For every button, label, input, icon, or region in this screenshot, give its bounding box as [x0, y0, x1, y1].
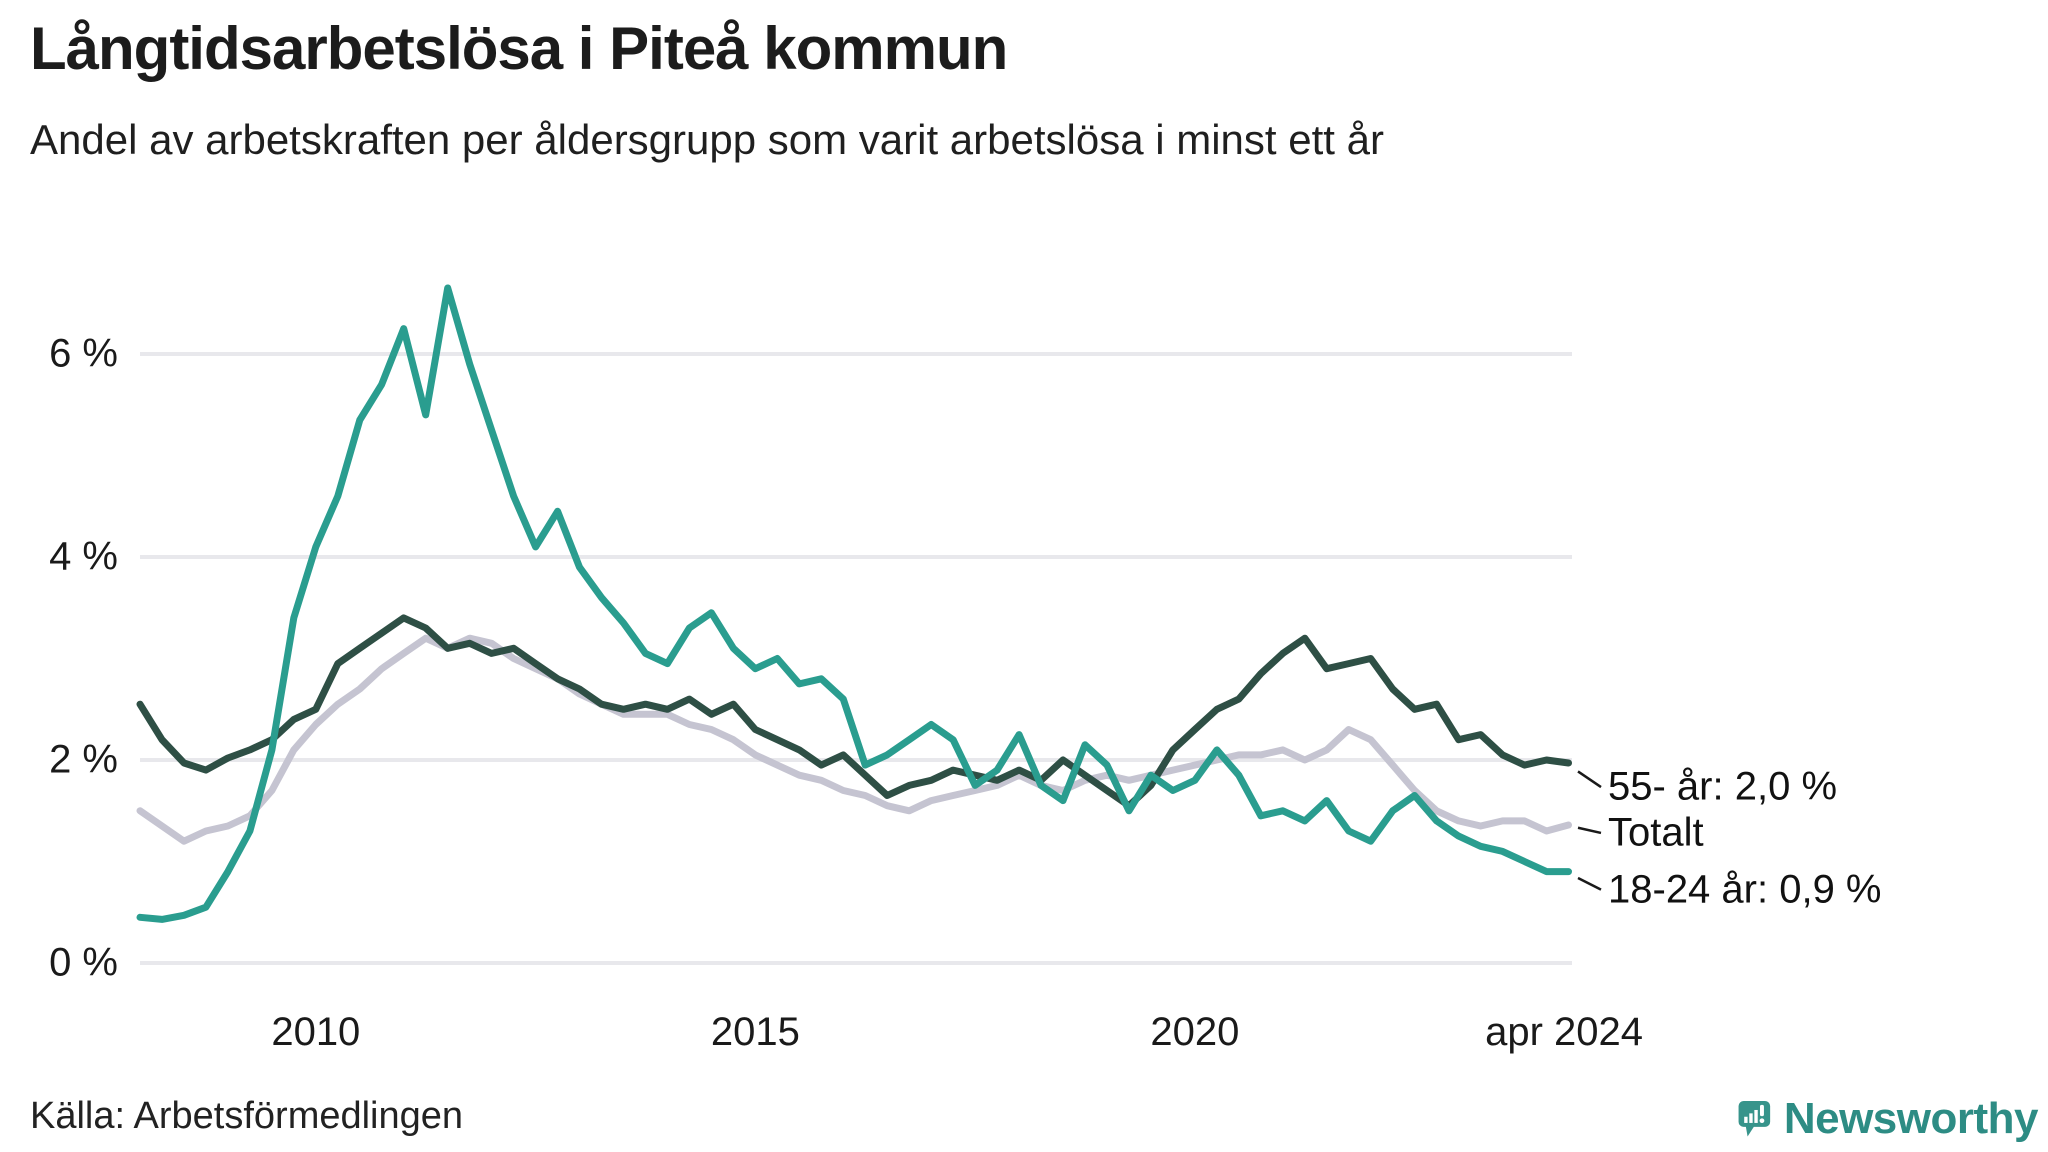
label-connector-55-år: [1577, 770, 1602, 789]
newsworthy-wordmark: Newsworthy: [1783, 1094, 2039, 1143]
label-connector-Totalt: [1577, 826, 1602, 835]
y-axis-tick-0: 0 %: [49, 940, 118, 985]
y-axis-tick-4: 4 %: [49, 534, 118, 579]
source-note: Källa: Arbetsförmedlingen: [30, 1095, 464, 1137]
y-axis-tick-2: 2 %: [49, 737, 118, 782]
series-end-label-55-år: 55- år: 2,0 %: [1608, 764, 1838, 809]
chart-subtitle: Andel av arbetskraften per åldersgrupp s…: [30, 116, 1384, 163]
x-axis-tick-2010: 2010: [271, 1010, 361, 1054]
newsworthy-bubble-icon: [1738, 1100, 1771, 1137]
series-line-Totalt: [136, 634, 1572, 845]
x-axis-tick-2020: 2020: [1150, 1010, 1240, 1054]
x-axis-tick-2015: 2015: [710, 1010, 800, 1054]
y-axis-tick-6: 6 %: [49, 331, 118, 376]
chart-title: Långtidsarbetslösa i Piteå kommun: [30, 15, 1008, 82]
series-line-18-24år: [136, 284, 1572, 923]
series-line-55-år: [136, 614, 1572, 810]
x-axis-tick-apr-2024: apr 2024: [1485, 1010, 1644, 1054]
label-connector-18-24år: [1577, 876, 1602, 891]
series-end-label-Totalt: Totalt: [1608, 810, 1704, 855]
series-end-label-18-24år: 18-24 år: 0,9 %: [1608, 867, 1882, 912]
newsworthy-logo: Newsworthy: [1738, 1086, 2039, 1152]
